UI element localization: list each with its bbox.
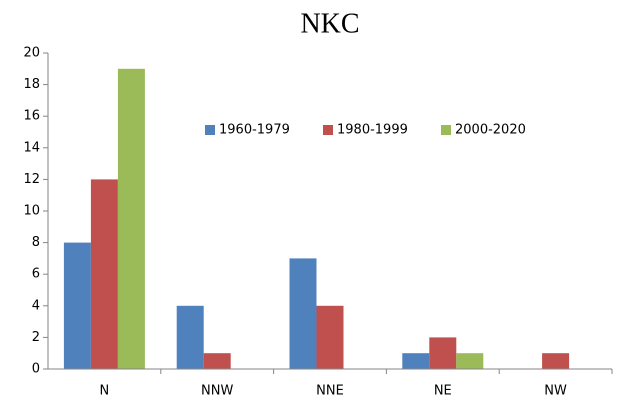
y-tick-label: 10 <box>23 204 40 219</box>
legend-label: 1980-1999 <box>337 123 408 138</box>
x-tick-label: NE <box>434 384 452 399</box>
bar <box>203 353 231 369</box>
bar <box>316 305 344 369</box>
y-tick-label: 8 <box>32 235 40 250</box>
legend-swatch <box>323 125 333 135</box>
legend-label: 1960-1979 <box>219 123 290 138</box>
bar <box>429 337 457 369</box>
bar <box>289 258 317 369</box>
bar <box>542 353 570 369</box>
y-tick-label: 4 <box>32 298 40 313</box>
x-tick-label: NNE <box>316 384 344 399</box>
chart-title: NKC <box>300 8 359 39</box>
bar <box>63 242 91 369</box>
bar <box>176 305 204 369</box>
y-tick-label: 12 <box>23 172 40 187</box>
bar <box>402 353 430 369</box>
y-tick-label: 16 <box>23 109 40 124</box>
legend-swatch <box>441 125 451 135</box>
bar <box>117 68 145 370</box>
y-tick-label: 14 <box>23 140 40 155</box>
bar <box>90 179 118 369</box>
x-tick-label: NNW <box>201 384 233 399</box>
y-tick-label: 6 <box>32 267 40 282</box>
y-tick-label: 18 <box>23 77 40 92</box>
y-tick-label: 0 <box>32 362 40 377</box>
y-tick-label: 2 <box>32 330 40 345</box>
bar <box>456 353 484 369</box>
legend-label: 2000-2020 <box>455 123 526 138</box>
x-tick-label: NW <box>544 384 567 399</box>
legend-swatch <box>205 125 215 135</box>
x-tick-label: N <box>100 384 110 399</box>
y-tick-label: 20 <box>23 46 40 61</box>
